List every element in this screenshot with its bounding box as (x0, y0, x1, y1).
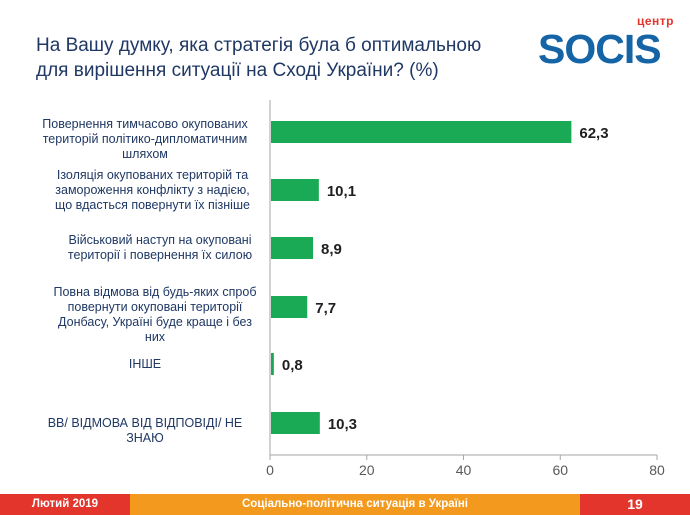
logo-top-text: центр (636, 14, 674, 28)
bar-value-label: 10,1 (327, 183, 356, 200)
bar-value-label: 8,9 (321, 241, 342, 258)
category-label: ВВ/ ВІДМОВА ВІД ВІДПОВІДІ/ НЕ ЗНАЮ (47, 415, 243, 445)
category-label: Військовий наступ на окуповані території… (67, 233, 253, 262)
bar (271, 237, 314, 259)
footer-bar: Лютий 2019 Соціально-політична ситуація … (0, 494, 690, 515)
logo-main-text: SOCIS (538, 26, 662, 72)
x-tick-label: 60 (552, 462, 568, 478)
footer-date: Лютий 2019 (0, 494, 130, 515)
x-tick-label: 0 (266, 462, 274, 478)
bar-value-label: 62,3 (579, 125, 608, 142)
bar-chart: 0 20 40 60 80 62,3 10,1 8,9 7,7 0,8 10,3 (266, 100, 665, 478)
bar (271, 353, 274, 375)
bar (271, 296, 308, 318)
category-label: Повернення тимчасово окупованих територі… (42, 117, 248, 161)
x-tick-label: 40 (456, 462, 472, 478)
x-tick-label: 20 (359, 462, 375, 478)
bar-value-label: 10,3 (328, 416, 357, 433)
category-label: Ізоляція окупованих територій та заморож… (55, 167, 250, 212)
category-label: ІНШЕ (128, 356, 162, 371)
bar-value-label: 0,8 (282, 357, 303, 374)
x-tick-label: 80 (649, 462, 665, 478)
bar (271, 121, 572, 143)
category-label: Повна відмова від будь-яких спроб поверн… (53, 284, 257, 344)
footer-subject: Соціально-політична ситуація в Україні (130, 494, 580, 515)
bar-value-label: 7,7 (315, 300, 336, 317)
bar (271, 179, 319, 201)
bar (271, 412, 320, 434)
page-number: 19 (580, 494, 690, 515)
page-title: На Вашу думку, яка стратегія була б опти… (36, 35, 482, 81)
socis-logo: центр SOCIS (538, 14, 682, 72)
